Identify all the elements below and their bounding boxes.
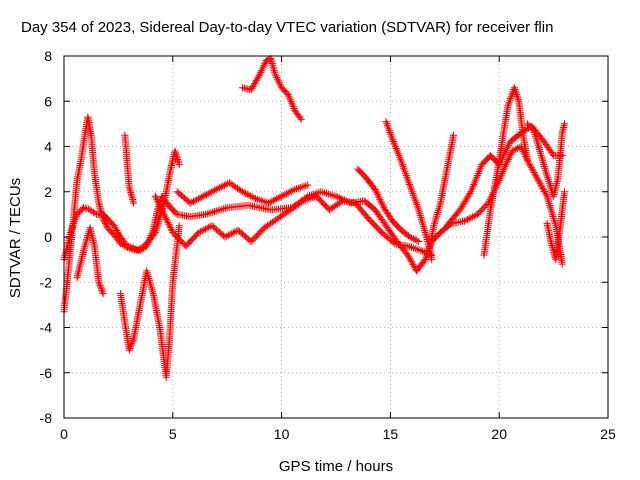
y-tick-label: -4 — [40, 320, 53, 336]
y-tick-label: 8 — [44, 48, 52, 64]
data-points — [60, 54, 568, 381]
y-tick-label: 4 — [44, 139, 52, 155]
data-series-arc-e — [151, 192, 436, 259]
plot-frame — [63, 55, 609, 419]
x-tick-label: 20 — [491, 426, 507, 442]
y-tick-label: -8 — [40, 410, 53, 426]
data-series-arc-f — [173, 179, 312, 207]
data-series-arc-g — [238, 54, 305, 123]
x-tick-label: 10 — [274, 426, 290, 442]
x-tick-label: 5 — [169, 426, 177, 442]
data-series-arc-l — [480, 84, 531, 259]
data-series-arc-d — [117, 222, 183, 381]
y-tick-label: 0 — [44, 229, 52, 245]
data-series-arc-c — [73, 224, 107, 298]
y-tick-label: -6 — [40, 365, 53, 381]
x-tick-label: 15 — [383, 426, 399, 442]
x-tick-label: 0 — [60, 426, 68, 442]
data-series-arc-h — [354, 165, 423, 245]
y-tick-label: 2 — [44, 184, 52, 200]
x-axis-label: GPS time / hours — [279, 458, 393, 475]
y-tick-label: -2 — [40, 274, 53, 290]
data-series-arc-o — [121, 131, 138, 207]
grid-lines — [64, 56, 608, 418]
tick-labels: 0 5 10 15 20 25 -8 -6 -4 -2 0 2 4 6 8 — [40, 48, 616, 442]
data-series-arc-j — [426, 131, 457, 252]
data-series-arc-m — [524, 120, 568, 200]
x-tick-label: 25 — [600, 426, 616, 442]
chart-title: Day 354 of 2023, Sidereal Day-to-day VTE… — [21, 19, 553, 36]
y-tick-label: 6 — [44, 93, 52, 109]
y-axis-label: SDTVAR / TECUs — [7, 178, 24, 298]
data-series-arc-n — [543, 188, 568, 264]
